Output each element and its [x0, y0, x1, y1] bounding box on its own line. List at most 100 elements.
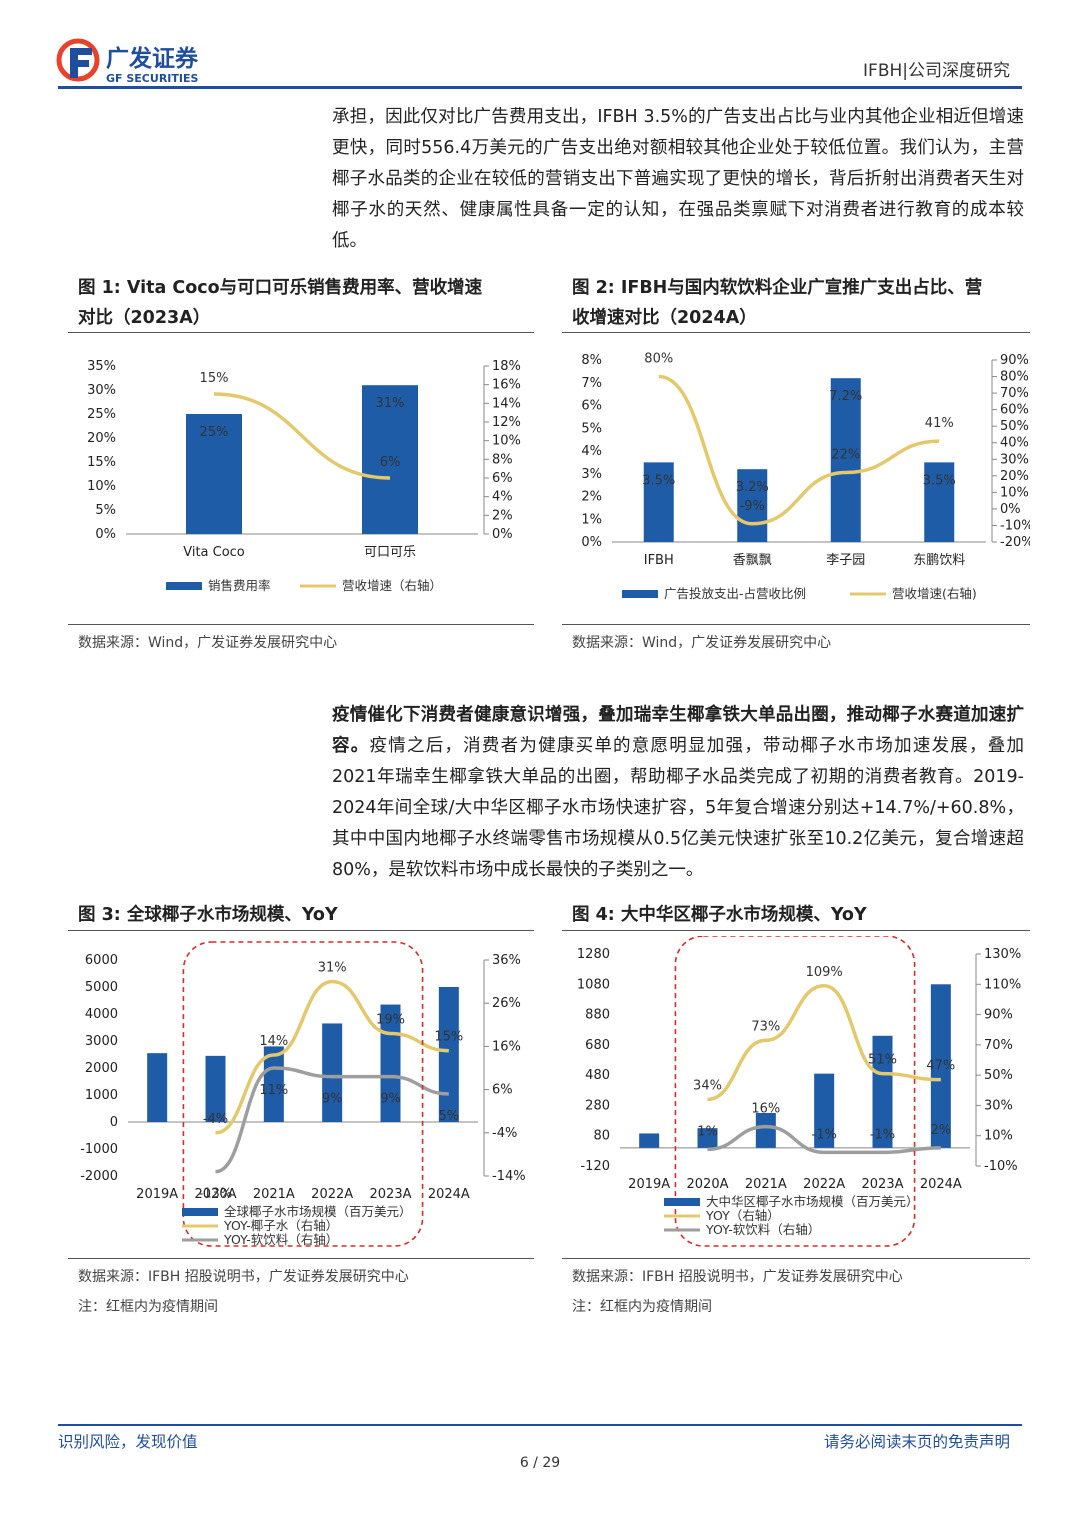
figure-1-bottom-rule: [68, 624, 534, 625]
fig3-line-label: -4%: [203, 1112, 228, 1127]
fig3-category-label: 2023A: [370, 1187, 412, 1202]
fig4-left-tick: 1280: [577, 947, 610, 962]
fig3-category-label: 2019A: [136, 1187, 178, 1202]
fig1-legend-label: 销售费用率: [208, 578, 271, 593]
fig2-bar-label: 7.2%: [829, 389, 862, 404]
fig2-right-tick: 90%: [1000, 353, 1029, 368]
fig2-right-tick: -10%: [1000, 518, 1030, 533]
fig3-line-label: 9%: [322, 1092, 343, 1107]
fig4-left-tick: -120: [580, 1159, 610, 1174]
fig4-category-label: 2022A: [803, 1177, 845, 1192]
fig2-right-tick: 60%: [1000, 403, 1029, 418]
fig2-left-tick: 2%: [581, 490, 602, 505]
fig4-right-tick: 50%: [984, 1068, 1013, 1083]
fig2-category-label: 东鹏饮料: [913, 553, 965, 568]
fig2-bar: [830, 378, 861, 542]
fig3-left-tick: -2000: [80, 1169, 118, 1184]
figure-4-note: 注：红框内为疫情期间: [572, 1299, 712, 1315]
body-paragraph-1: 承担，因此仅对比广告费用支出，IFBH 3.5%的广告支出占比与业内其他企业相近…: [332, 107, 1024, 251]
fig3-left-tick: -1000: [80, 1142, 118, 1157]
fig1-right-tick: 6%: [492, 471, 513, 486]
fig3-legend-label: YOY-椰子水（右轴）: [223, 1218, 338, 1233]
fig4-left-tick: 680: [585, 1038, 610, 1053]
fig4-legend-swatch: [664, 1198, 700, 1206]
figure-2-source: 数据来源：Wind，广发证券发展研究中心: [572, 635, 832, 651]
fig1-line-label: 6%: [380, 455, 401, 470]
fig4-left-tick: 80: [593, 1129, 610, 1144]
fig4-series-line: [707, 984, 941, 1102]
fig3-left-tick: 4000: [85, 1007, 118, 1022]
fig1-right-tick: 0%: [492, 527, 513, 542]
fig3-line-label: 11%: [259, 1083, 288, 1098]
figure-2-bottom-rule: [562, 624, 1030, 625]
fig2-bar: [924, 462, 955, 542]
fig4-right-tick: 30%: [984, 1098, 1013, 1113]
fig3-bar: [205, 1055, 226, 1122]
fig3-bar: [263, 1046, 284, 1122]
fig4-line-label: 34%: [693, 1078, 722, 1093]
fig3-series-line: [215, 979, 449, 1135]
fig4-series-line: [707, 1124, 941, 1155]
fig2-legend-label: 营收增速(右轴): [892, 586, 977, 601]
fig3-left-tick: 6000: [85, 953, 118, 968]
fig3-category-label: 2020A: [195, 1187, 237, 1202]
fig2-right-tick: 30%: [1000, 452, 1029, 467]
figure-4-source: 数据来源：IFBH 招股说明书，广发证券发展研究中心: [572, 1269, 903, 1285]
fig1-left-tick: 20%: [87, 431, 116, 446]
fig2-right-tick: 70%: [1000, 386, 1029, 401]
logo-cn-text: 广发证券: [106, 45, 199, 72]
figure-4-chart: -120 80 280 480 680 880 1080 1280 -10% 10% 30% 50% 7…: [577, 936, 1021, 1247]
fig4-bar: [872, 1035, 893, 1148]
fig2-line-label: 80%: [644, 352, 673, 367]
fig2-right-tick: 40%: [1000, 436, 1029, 451]
figure-1-chart: 0% 5% 10% 15% 20% 25% 30% 35% 0% 2% 4% 6% 8% 10% 12% 14…: [87, 359, 521, 593]
fig3-bar: [438, 987, 459, 1122]
fig3-series-line: [215, 1066, 449, 1174]
figure-3-rule: [68, 930, 534, 931]
figure-1-title: 图 1: Vita Coco与可口可乐销售费用率、营收增速 对比（2023A）: [78, 273, 528, 333]
fig3-left-tick: 5000: [85, 980, 118, 995]
fig4-right-tick: 70%: [984, 1038, 1013, 1053]
fig4-right-tick: 90%: [984, 1008, 1013, 1023]
fig3-legend-label: YOY-软饮料（右轴）: [223, 1232, 338, 1247]
fig4-right-tick: 130%: [984, 947, 1021, 962]
figure-2-rule: [562, 332, 1030, 333]
figure-4-title: 图 4: 大中华区椰子水市场规模、YoY: [572, 905, 867, 925]
fig3-left-tick: 3000: [85, 1034, 118, 1049]
fig2-left-tick: 7%: [581, 376, 602, 391]
fig3-left-tick: 1000: [85, 1088, 118, 1103]
fig3-pandemic-box: [182, 941, 424, 1247]
fig3-line-label: 31%: [318, 961, 347, 976]
fig1-category-label: Vita Coco: [183, 545, 245, 560]
fig1-left-tick: 30%: [87, 383, 116, 398]
fig3-bar: [322, 1023, 343, 1122]
footer-disclaimer-link[interactable]: 请务必阅读末页的免责声明: [823, 1433, 1010, 1451]
fig2-left-tick: 6%: [581, 399, 602, 414]
fig4-line-label: 2%: [931, 1123, 952, 1138]
fig4-line-label: 47%: [926, 1059, 955, 1074]
fig1-right-tick: 16%: [492, 378, 521, 393]
fig2-left-tick: 1%: [581, 512, 602, 527]
fig4-line-label: 16%: [751, 1102, 780, 1117]
fig1-right-tick: 12%: [492, 415, 521, 430]
fig4-bar: [697, 1128, 718, 1148]
fig4-left-tick: 280: [585, 1098, 610, 1113]
figure-2-title: 图 2: IFBH与国内软饮料企业广宣推广支出占比、营 收增速对比（2024A）: [572, 273, 1032, 333]
fig2-right-tick: 20%: [1000, 469, 1029, 484]
figure-2-title-line1: 图 2: IFBH与国内软饮料企业广宣推广支出占比、营: [572, 278, 983, 298]
figure-2-title-line2: 收增速对比（2024A）: [572, 308, 757, 328]
figure-1-title-line2: 对比（2023A）: [78, 308, 211, 328]
fig3-line-label: 5%: [439, 1109, 460, 1124]
fig1-bar-label: 25%: [200, 425, 229, 440]
fig1-legend-swatch: [166, 582, 202, 590]
fig1-left-tick: 15%: [87, 455, 116, 470]
fig4-right-tick: 110%: [984, 977, 1021, 992]
fig3-line-label: -13%: [199, 1187, 233, 1202]
fig2-right-tick: 0%: [1000, 502, 1021, 517]
fig1-bar: [362, 385, 418, 534]
fig2-bar-label: 3.5%: [923, 473, 956, 488]
figure-3-title: 图 3: 全球椰子水市场规模、YoY: [78, 905, 338, 925]
fig3-right-tick: 6%: [492, 1083, 513, 1098]
figure-3-chart: -2000 -1000 0 1000 2000 3000 4000 5000 6000 -14% -…: [80, 941, 526, 1247]
figure-1-title-line1: 图 1: Vita Coco与可口可乐销售费用率、营收增速: [78, 278, 483, 298]
